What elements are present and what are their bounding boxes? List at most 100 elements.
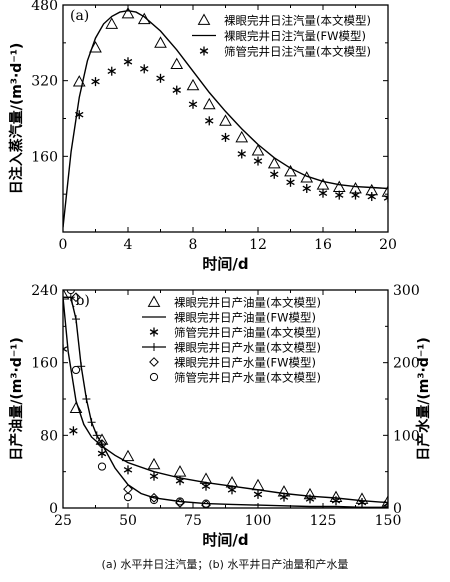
series-3-point-stroke xyxy=(279,494,289,500)
series-3-point-stroke xyxy=(286,179,295,186)
series-3-point-stroke xyxy=(188,101,198,108)
series-3-point xyxy=(367,192,376,202)
series-3-point xyxy=(156,73,165,83)
series-3-point-stroke xyxy=(149,473,159,480)
series-3-point xyxy=(97,449,107,458)
series-3-point-stroke xyxy=(305,496,315,502)
y-tick-label: 80 xyxy=(40,428,58,444)
series-3-point xyxy=(331,496,341,506)
series-6-point xyxy=(71,365,81,375)
legend-label: 裸眼完井日产水量(FW模型) xyxy=(174,356,316,370)
series-1-point xyxy=(235,130,249,143)
legend-swatch xyxy=(149,372,159,382)
series-3-point xyxy=(75,110,84,120)
x-tick-label: 150 xyxy=(375,513,402,529)
series-3-point xyxy=(91,77,100,87)
series-5-point xyxy=(97,439,107,449)
series-3-point-stroke xyxy=(253,158,263,164)
chart-panel-1: 0 4 8 12 16 20 160 320 480 时间/d 日注入蒸汽量/(m³·d⁻¹) (a)… xyxy=(8,0,397,273)
series-1-point xyxy=(251,144,265,156)
series-3-point xyxy=(123,465,133,475)
x-tick-label: 4 xyxy=(124,237,133,253)
series-3-point-stroke xyxy=(140,66,149,72)
series-3-point xyxy=(286,177,295,187)
series-4-point xyxy=(98,440,106,449)
series-3-point xyxy=(237,149,246,159)
series-3-point xyxy=(253,489,263,499)
series-3-point xyxy=(63,344,68,354)
series-1-point xyxy=(121,6,135,19)
series-1-point xyxy=(332,180,346,192)
series-4-point xyxy=(66,293,75,302)
y-axis-label: 日注入蒸汽量/(m³·d⁻¹) xyxy=(8,43,25,195)
x-tick-label: 0 xyxy=(59,237,68,253)
series-group xyxy=(63,290,388,508)
series-3-point-stroke xyxy=(175,477,185,484)
series-3-point xyxy=(175,476,185,486)
series-3-point-stroke xyxy=(123,467,133,473)
series-3-point-stroke xyxy=(357,499,367,506)
y-right-tick-label: 100 xyxy=(393,428,420,444)
y-right-axis-label: 日产水量/(m³·d⁻¹) xyxy=(415,337,432,461)
series-3-point xyxy=(253,156,263,166)
legend-swatch-stroke xyxy=(149,329,159,335)
series-3-point xyxy=(335,190,344,200)
legend-swatch-stroke xyxy=(199,48,209,54)
y-tick-label: 0 xyxy=(49,501,58,517)
series-3-point xyxy=(305,494,315,504)
series-4-point xyxy=(72,315,80,324)
series-6-point xyxy=(149,495,159,505)
x-tick-label: 50 xyxy=(119,513,137,529)
series-3-point-stroke xyxy=(383,195,388,199)
y-right-tick-label: 0 xyxy=(393,501,402,517)
series-1-point xyxy=(267,156,281,169)
legend-label: 裸眼完井日产油量(FW模型) xyxy=(174,311,316,325)
series-3-point-stroke xyxy=(69,427,78,434)
series-3-point xyxy=(149,471,159,481)
series-3-point xyxy=(383,193,388,203)
legend-swatch xyxy=(197,13,211,25)
series-3-point-stroke xyxy=(383,197,388,201)
y-tick-label: 160 xyxy=(31,149,58,165)
y-tick-label: 160 xyxy=(31,356,58,372)
legend-swatch xyxy=(199,46,209,56)
series-3-point-stroke xyxy=(123,58,133,65)
series-3-point xyxy=(318,188,328,198)
legend-label: 筛管完井日产水量(本文模型) xyxy=(174,371,321,385)
series-1-point xyxy=(381,495,388,507)
series-2-line xyxy=(63,9,388,228)
x-axis-label: 时间/d xyxy=(202,255,248,273)
series-3-point-stroke xyxy=(383,502,388,507)
series-3-point-stroke xyxy=(270,171,279,178)
series-1-point xyxy=(154,36,167,48)
series-3-point xyxy=(270,169,279,179)
x-tick-label: 125 xyxy=(310,513,337,529)
series-3-point-stroke xyxy=(97,450,107,457)
series-5-point xyxy=(71,292,81,303)
panel-label: (b) xyxy=(70,293,90,309)
series-1-point xyxy=(219,114,232,126)
series-3-point-stroke xyxy=(205,118,214,124)
series-4-line xyxy=(63,296,388,508)
chart-panel-2: 25 50 75 100 125 1500801602400100200300时间/d日产… xyxy=(8,283,432,549)
series-3-point xyxy=(357,498,367,508)
series-3-point xyxy=(227,485,237,495)
panel-label: (a) xyxy=(70,8,89,24)
series-3-point-stroke xyxy=(221,134,230,141)
legend-label: 裸眼完井日注汽量(本文模型) xyxy=(224,14,371,28)
series-1-point xyxy=(147,457,161,470)
series-3-point-stroke xyxy=(335,192,344,198)
series-1-point xyxy=(63,290,70,300)
series-3-point-stroke xyxy=(227,487,237,493)
y-right-tick-label: 300 xyxy=(393,283,420,299)
series-5-point xyxy=(175,498,185,508)
series-3-point-stroke xyxy=(63,346,68,350)
y-right-tick-label: 200 xyxy=(393,356,420,372)
x-tick-label: 75 xyxy=(184,513,202,529)
x-axis-label: 时间/d xyxy=(202,531,248,549)
series-1-point xyxy=(173,465,187,477)
legend: 裸眼完井日注汽量(本文模型)裸眼完井日注汽量(FW模型) 筛管完井日注汽量(本文模… xyxy=(192,13,371,59)
series-6-point xyxy=(201,499,211,508)
series-3-point-stroke xyxy=(156,75,165,82)
